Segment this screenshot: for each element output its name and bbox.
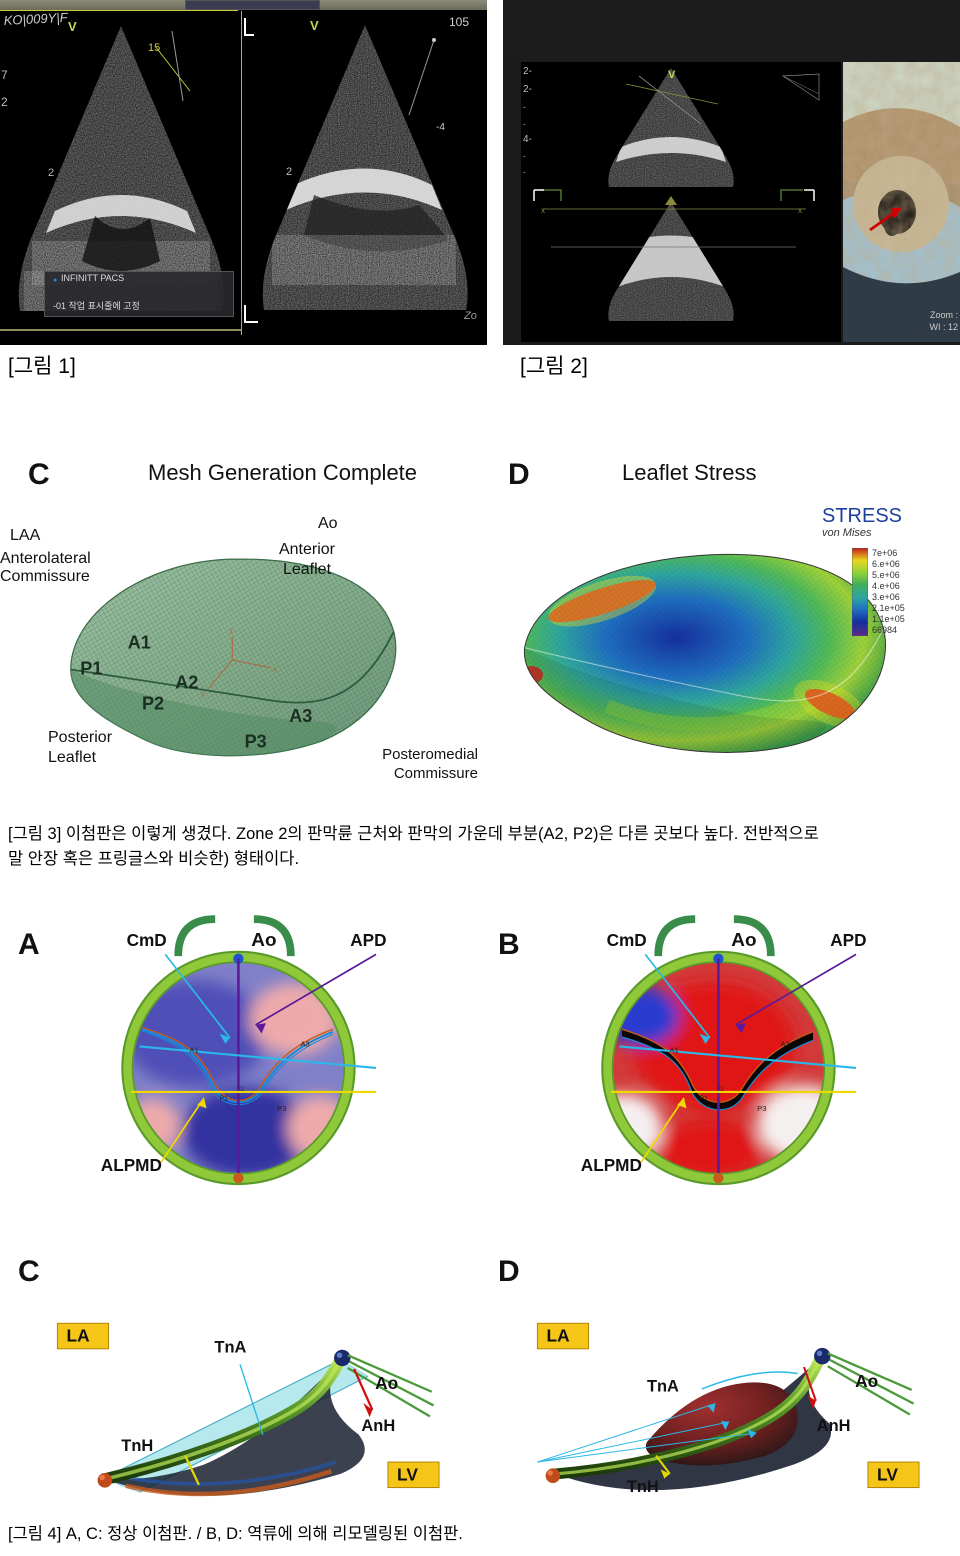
svg-text:-: -: [523, 151, 526, 161]
svg-text:P3: P3: [245, 731, 267, 751]
svg-text:-: -: [523, 102, 526, 112]
svg-text:2-: 2-: [523, 84, 532, 95]
svg-text:P2: P2: [142, 693, 164, 713]
svg-text:15: 15: [148, 42, 160, 54]
svg-text:P1: P1: [699, 1096, 708, 1103]
svg-text:-: -: [523, 167, 526, 177]
svg-text:CmD: CmD: [127, 930, 167, 950]
svg-text:LA: LA: [547, 1326, 571, 1346]
svg-text:-: -: [523, 119, 526, 129]
svg-text:LA: LA: [67, 1326, 91, 1346]
svg-text:A3: A3: [780, 1039, 789, 1048]
svg-text:AnH: AnH: [817, 1417, 851, 1435]
svg-text:AnH: AnH: [361, 1417, 395, 1435]
svg-text:APD: APD: [830, 930, 866, 950]
svg-text:ALPMD: ALPMD: [101, 1155, 162, 1175]
svg-text:V: V: [310, 18, 319, 33]
svg-text:TnH: TnH: [627, 1478, 659, 1496]
svg-text:Ao: Ao: [855, 1371, 878, 1391]
svg-text:2: 2: [286, 166, 292, 178]
svg-text:A3: A3: [300, 1039, 309, 1048]
svg-text:x: x: [541, 206, 545, 215]
svg-text:2: 2: [1, 95, 8, 109]
svg-text:APD: APD: [350, 930, 386, 950]
svg-text:TnA: TnA: [214, 1338, 246, 1356]
svg-text:P1: P1: [80, 658, 102, 678]
svg-text:x: x: [273, 664, 277, 673]
svg-text:CmD: CmD: [607, 930, 647, 950]
svg-text:TnA: TnA: [647, 1378, 679, 1396]
svg-text:P1: P1: [219, 1096, 228, 1103]
svg-text:P3: P3: [277, 1104, 286, 1113]
svg-text:LV: LV: [877, 1464, 898, 1484]
svg-text:A2: A2: [175, 673, 198, 693]
svg-text:ALPMD: ALPMD: [581, 1155, 642, 1175]
svg-text:P3: P3: [757, 1104, 766, 1113]
svg-text:y: y: [201, 689, 205, 698]
svg-text:LV: LV: [397, 1464, 418, 1484]
svg-text:7: 7: [1, 68, 8, 82]
svg-text:Ao: Ao: [375, 1373, 398, 1393]
svg-text:A3: A3: [289, 706, 312, 726]
svg-text:-4: -4: [436, 122, 445, 133]
svg-text:V: V: [68, 19, 77, 34]
svg-text:105: 105: [449, 15, 469, 29]
svg-text:A1: A1: [128, 633, 151, 653]
svg-text:TnH: TnH: [121, 1437, 153, 1455]
svg-text:P2: P2: [237, 1087, 245, 1093]
svg-text:A1: A1: [189, 1045, 198, 1054]
svg-text:A1: A1: [669, 1045, 678, 1054]
svg-text:Ao: Ao: [251, 930, 276, 951]
svg-text:P2: P2: [717, 1087, 725, 1093]
svg-text:x: x: [798, 206, 802, 215]
svg-text:Ao: Ao: [731, 930, 756, 951]
svg-text:KO|009Y|F: KO|009Y|F: [3, 11, 69, 28]
svg-text:4-: 4-: [523, 134, 532, 145]
svg-text:2: 2: [48, 167, 54, 179]
svg-text:z: z: [229, 626, 233, 635]
svg-text:2-: 2-: [523, 66, 532, 77]
svg-text:V: V: [668, 69, 676, 81]
